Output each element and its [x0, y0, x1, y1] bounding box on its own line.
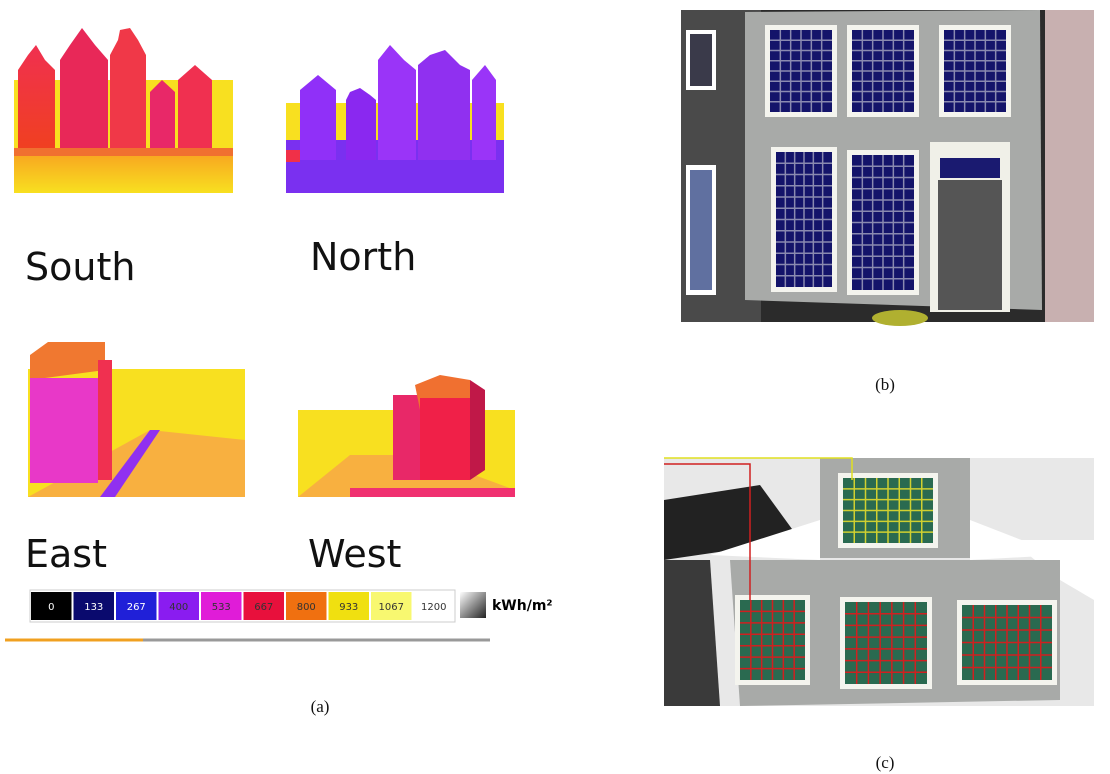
legend-swatch [116, 592, 157, 620]
legend-label: 533 [212, 602, 231, 613]
legend-label: 1200 [421, 602, 446, 613]
legend-label: 0 [48, 602, 54, 613]
legend-icon [460, 592, 486, 618]
render-c [664, 457, 1094, 706]
legend-label: 667 [254, 602, 273, 613]
legend-label: 133 [84, 602, 103, 613]
legend-swatch [286, 592, 327, 620]
panel-label: (a) [311, 697, 330, 716]
legend-label: 267 [127, 602, 146, 613]
color-legend: 0 133 267 400 533 667 800 933 1067 1200 [29, 589, 456, 623]
west-render [298, 375, 515, 497]
legend-swatch [201, 592, 242, 620]
render-b [681, 10, 1094, 326]
legend-swatch [413, 592, 454, 620]
legend-label: 800 [297, 602, 316, 613]
north-render [286, 45, 504, 193]
legend-unit: kWh/m² [492, 598, 553, 614]
legend-swatch [73, 592, 114, 620]
view-label: East [25, 532, 107, 576]
south-render [14, 28, 233, 193]
panel-label: (c) [876, 753, 895, 772]
panel-label: (b) [875, 375, 895, 394]
legend-label: 933 [339, 602, 358, 613]
window-pane [845, 602, 927, 684]
legend-label: 1067 [379, 602, 404, 613]
view-label: South [25, 245, 135, 289]
view-label: North [310, 235, 416, 279]
legend-swatch [31, 592, 72, 620]
legend-swatch [371, 592, 412, 620]
legend-swatch [243, 592, 284, 620]
legend-swatch [158, 592, 199, 620]
legend-swatch [328, 592, 369, 620]
view-label: West [308, 532, 401, 576]
legend-label: 400 [169, 602, 188, 613]
east-render [28, 342, 245, 497]
